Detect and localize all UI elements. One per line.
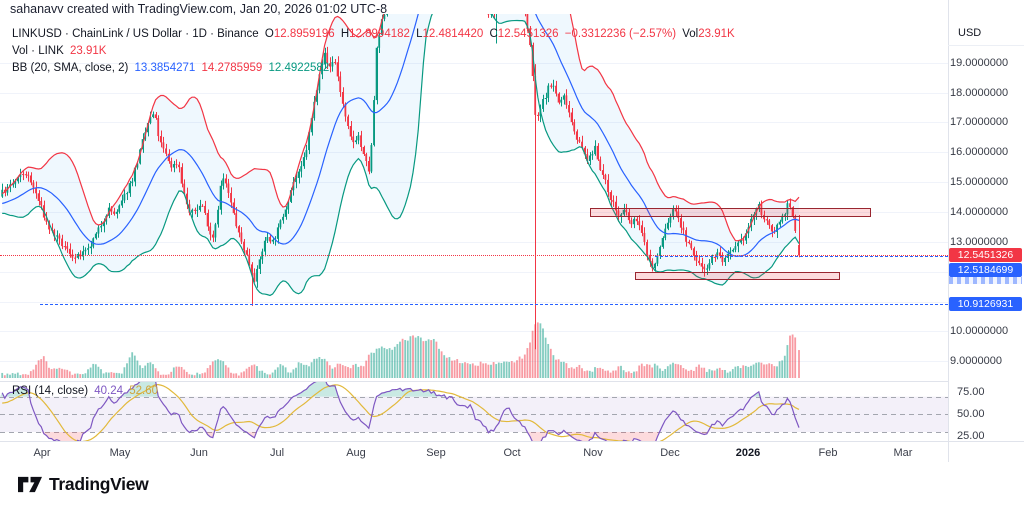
alert-price-badge-mid: 12.5184699	[949, 262, 1022, 277]
volume-indicator-title[interactable]: Vol · LINK	[12, 45, 64, 57]
bb-basis-value: 13.3854271	[134, 62, 196, 74]
alert-price-badge-low: 10.9126931	[949, 297, 1022, 312]
rsi-indicator-title[interactable]: RSI (14, close)	[12, 385, 89, 397]
watermark: sahanavv created with TradingView.com, J…	[10, 2, 388, 16]
volume-value: 23.91K	[698, 28, 735, 40]
low-label: L	[416, 28, 423, 40]
price-axis-label: 16.0000000	[950, 146, 1009, 159]
symbol-title[interactable]: LINKUSD · ChainLink / US Dollar · 1D · B…	[12, 28, 259, 40]
price-label-ghost	[949, 277, 1022, 285]
close-value: 12.5451326	[497, 28, 559, 40]
price-axis-label: 19.0000000	[950, 56, 1009, 69]
price-axis-label: 9.0000000	[950, 355, 1002, 368]
bb-lower-value: 12.4922582	[268, 62, 330, 74]
time-axis-label-aug: Aug	[346, 447, 366, 459]
price-axis-label: 17.0000000	[950, 116, 1009, 129]
price-axis-label: 18.0000000	[950, 86, 1009, 99]
bb-upper-value: 14.2785959	[201, 62, 263, 74]
pane-separator-main-rsi[interactable]	[0, 381, 948, 382]
open-label: O	[264, 28, 274, 40]
rsi-legend-row[interactable]: RSI (14, close) 40.24 52.60	[12, 383, 158, 400]
high-value: 12.8994182	[349, 28, 410, 40]
price-axis-label: 10.0000000	[950, 325, 1009, 338]
low-value: 12.4814420	[422, 28, 484, 40]
alert-line-low[interactable]	[40, 304, 948, 306]
volume-indicator-value: 23.91K	[69, 45, 107, 57]
alert-line-mid[interactable]	[655, 256, 948, 258]
price-zone-rectangle-1[interactable]	[590, 208, 871, 218]
time-axis-label-2026: 2026	[735, 447, 761, 459]
chart-legend: LINKUSD · ChainLink / US Dollar · 1D · B…	[12, 26, 735, 77]
time-axis-label-jun: Jun	[190, 447, 208, 459]
last-price-line	[0, 255, 948, 257]
time-axis-label-dec: Dec	[660, 447, 680, 459]
rsi-ma-value: 52.60	[129, 385, 159, 397]
rsi-value: 40.24	[94, 385, 124, 397]
time-axis-label-feb: Feb	[818, 447, 838, 459]
bb-indicator-title[interactable]: BB (20, SMA, close, 2)	[12, 62, 129, 74]
time-axis-label-may: May	[109, 447, 131, 459]
last-price-badge: 12.5451326	[949, 248, 1022, 263]
time-axis-label-mar: Mar	[893, 447, 913, 459]
currency-label: USD	[958, 27, 982, 39]
open-value: 12.8959196	[273, 28, 335, 40]
rsi-axis-label: 75.00	[957, 386, 985, 399]
price-axis-label: 14.0000000	[950, 205, 1009, 218]
change-value: −0.3312236 (−2.57%)	[564, 28, 677, 40]
rsi-axis-label: 50.00	[957, 408, 985, 421]
time-axis-label-apr: Apr	[33, 447, 51, 459]
tradingview-logo-text: TradingView	[49, 474, 149, 494]
price-axis-border	[948, 0, 949, 462]
volume-legend-row[interactable]: Vol · LINK 23.91K	[12, 43, 735, 60]
tradingview-logo[interactable]: TradingView	[18, 474, 149, 495]
tradingview-logo-icon	[18, 476, 42, 493]
volume-label: Vol	[682, 28, 699, 40]
time-axis-label-oct: Oct	[503, 447, 521, 459]
bb-legend-row[interactable]: BB (20, SMA, close, 2) 13.3854271 14.278…	[12, 60, 735, 77]
time-axis-label-jul: Jul	[269, 447, 285, 459]
close-label: C	[489, 28, 498, 40]
high-label: H	[340, 28, 350, 40]
rsi-axis-label: 25.00	[957, 430, 985, 443]
price-zone-rectangle-2[interactable]	[635, 271, 840, 280]
pane-separator-rsi-time	[0, 441, 1024, 442]
symbol-legend-row[interactable]: LINKUSD · ChainLink / US Dollar · 1D · B…	[12, 26, 735, 43]
time-axis-label-sep: Sep	[426, 447, 446, 459]
time-axis-label-nov: Nov	[583, 447, 603, 459]
price-axis-label: 15.0000000	[950, 176, 1009, 189]
price-axis-label: 13.0000000	[950, 235, 1009, 248]
usd-axis-divider	[948, 45, 1024, 46]
price-chart-canvas[interactable]	[0, 0, 948, 462]
